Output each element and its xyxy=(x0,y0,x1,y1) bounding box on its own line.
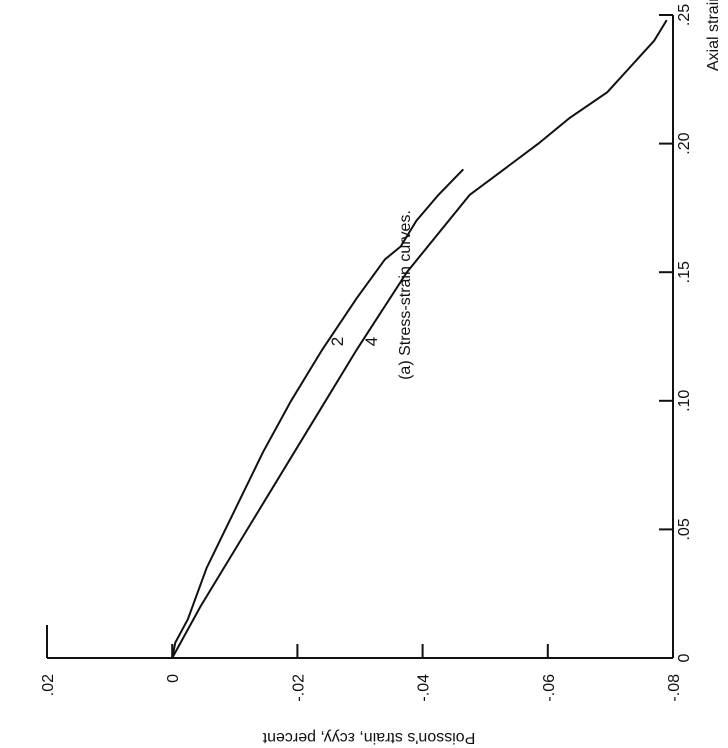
x-tick-label: .25 xyxy=(676,4,693,26)
y-tick-label: .02 xyxy=(40,674,57,696)
series-0-line xyxy=(171,168,465,659)
series-1-label: 4 xyxy=(362,337,381,346)
y-tick-label: 0 xyxy=(165,674,182,683)
series-0-label: 2 xyxy=(328,337,347,346)
x-axis-label: Axial strain xyxy=(705,0,722,71)
x-tick-label: 0 xyxy=(676,653,693,662)
x-tick-label: .10 xyxy=(676,390,693,412)
y-tick-label: -.08 xyxy=(666,674,683,702)
chart-caption: (a) Stress-strain curves. xyxy=(397,210,414,380)
y-tick-label: -.04 xyxy=(416,674,433,702)
x-tick-label: .05 xyxy=(676,518,693,540)
y-tick-label: -.06 xyxy=(541,674,558,702)
x-tick-label: .20 xyxy=(676,132,693,154)
series-1-line xyxy=(171,19,668,659)
y-axis-label: Poisson's strain, εcyy, percent xyxy=(262,729,475,746)
axes: .02 0 -.02 -.04 -.06 -.08 .05 .10 .15 .20 .25 0 xyxy=(40,4,693,702)
x-tick-label: .15 xyxy=(676,261,693,283)
y-tick-label: -.02 xyxy=(290,674,307,702)
